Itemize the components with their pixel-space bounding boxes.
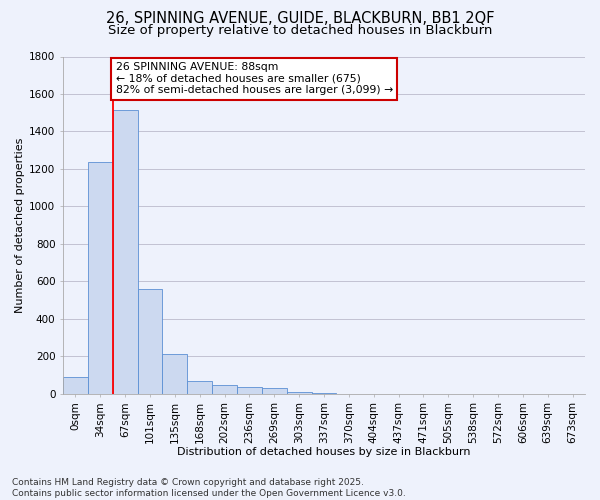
Bar [262,388,287,394]
Bar [163,354,187,394]
Text: 26, SPINNING AVENUE, GUIDE, BLACKBURN, BB1 2QF: 26, SPINNING AVENUE, GUIDE, BLACKBURN, B… [106,11,494,26]
Bar [212,385,237,394]
Bar [113,110,137,394]
Text: 26 SPINNING AVENUE: 88sqm
← 18% of detached houses are smaller (675)
82% of semi: 26 SPINNING AVENUE: 88sqm ← 18% of detac… [116,62,393,96]
X-axis label: Distribution of detached houses by size in Blackburn: Distribution of detached houses by size … [177,448,471,458]
Text: Contains HM Land Registry data © Crown copyright and database right 2025.
Contai: Contains HM Land Registry data © Crown c… [12,478,406,498]
Y-axis label: Number of detached properties: Number of detached properties [15,138,25,312]
Bar [88,162,113,394]
Bar [137,288,163,394]
Bar [187,382,212,394]
Text: Size of property relative to detached houses in Blackburn: Size of property relative to detached ho… [108,24,492,37]
Bar [63,376,88,394]
Bar [237,387,262,394]
Bar [311,392,337,394]
Bar [287,392,311,394]
